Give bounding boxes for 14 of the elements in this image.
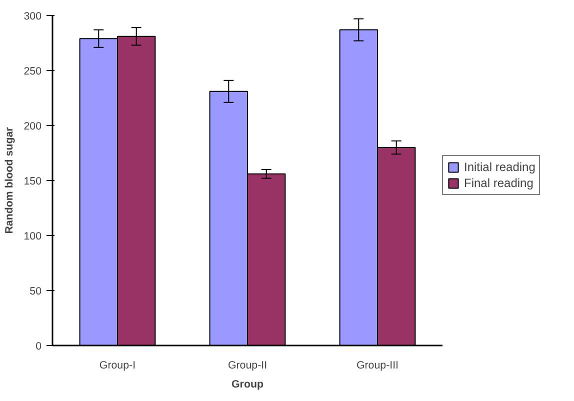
y-tick-label: 300	[24, 10, 42, 22]
legend-label: Initial reading	[464, 160, 536, 174]
x-axis-title: Group	[232, 378, 264, 390]
y-tick-label: 100	[24, 230, 42, 242]
y-tick-label: 50	[30, 286, 42, 298]
x-tick-label: Group-I	[99, 360, 136, 372]
legend-label: Final reading	[464, 176, 534, 190]
y-tick-label: 250	[24, 66, 42, 78]
y-tick-label: 0	[36, 340, 42, 352]
y-tick-label: 150	[24, 176, 42, 188]
x-tick-label: Group-III	[356, 360, 399, 372]
y-axis-title: Random blood sugar	[4, 127, 16, 234]
x-tick-label: Group-II	[228, 360, 268, 372]
y-tick-label: 200	[24, 120, 42, 132]
